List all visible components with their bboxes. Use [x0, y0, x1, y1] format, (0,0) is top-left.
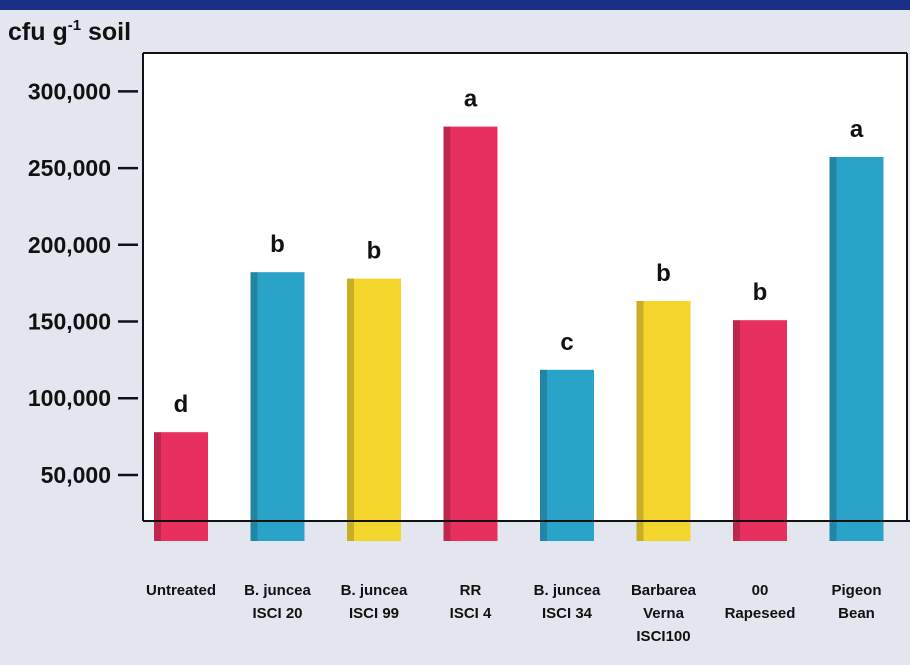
x-label-line: 00 [752, 582, 769, 599]
x-label-line: RR [460, 582, 482, 599]
bar-8 [829, 157, 884, 541]
bar-shade-7 [733, 320, 740, 541]
bar-shade-8 [829, 157, 837, 541]
bar-shade-5 [540, 369, 547, 541]
bar-shade-2 [250, 272, 258, 541]
x-label-line: ISCI100 [636, 628, 690, 645]
y-tick-label-4: 200,000 [28, 232, 111, 258]
x-label-line: ISCI 4 [450, 605, 492, 622]
significance-letter-2: b [270, 231, 285, 258]
x-label-line: ISCI 20 [252, 605, 302, 622]
bar-2 [250, 272, 305, 541]
bar-shade-4 [443, 126, 451, 541]
bar-7 [733, 320, 787, 541]
x-label-6: Barbarea Verna ISCI100 [631, 582, 697, 645]
x-label-line: Bean [838, 605, 875, 622]
x-label-5: B. juncea ISCI 34 [534, 582, 601, 622]
x-label-line: Verna [643, 605, 685, 622]
significance-letter-4: a [464, 86, 478, 113]
bar-3 [347, 278, 401, 541]
y-ticks-group: 50,000 100,000 150,000 200,000 250,000 300,00… [28, 78, 138, 488]
x-label-line: ISCI 99 [349, 605, 399, 622]
top-border [0, 0, 910, 10]
bar-shade-6 [636, 301, 644, 541]
y-tick-label-2: 100,000 [28, 385, 111, 411]
bar-shade-1 [154, 432, 161, 541]
x-label-8: Pigeon Bean [831, 582, 881, 622]
x-label-line: B. juncea [244, 582, 311, 599]
x-labels-group: Untreated B. juncea ISCI 20 B. juncea ISCI 9… [146, 582, 882, 645]
bars-group [154, 126, 884, 541]
x-label-1: Untreated [146, 582, 216, 599]
significance-letter-8: a [850, 116, 864, 143]
significance-letter-5: c [560, 329, 573, 356]
y-axis-label-superscript: -1 [68, 17, 81, 34]
y-tick-label-3: 150,000 [28, 309, 111, 335]
significance-letter-1: d [174, 391, 189, 418]
x-label-line: B. juncea [341, 582, 408, 599]
bar-4 [443, 126, 498, 541]
y-axis-label-main: cfu g [8, 18, 68, 46]
y-axis-label-tail: soil [81, 18, 131, 46]
significance-letter-3: b [367, 238, 382, 265]
x-label-4: RR ISCI 4 [450, 582, 492, 622]
bar-5 [540, 369, 594, 541]
x-label-2: B. juncea ISCI 20 [244, 582, 311, 622]
y-axis-label: cfu g-1 soil [8, 17, 131, 46]
bar-6 [636, 301, 691, 541]
y-tick-label-6: 300,000 [28, 78, 111, 104]
bar-shade-3 [347, 278, 354, 541]
x-label-7: 00 Rapeseed [725, 582, 796, 622]
x-label-3: B. juncea ISCI 99 [341, 582, 408, 622]
x-label-line: Barbarea [631, 582, 697, 599]
y-tick-label-5: 250,000 [28, 155, 111, 181]
x-label-line: Rapeseed [725, 605, 796, 622]
significance-letter-6: b [656, 260, 671, 287]
significance-letter-7: b [753, 279, 768, 306]
y-tick-label-1: 50,000 [41, 462, 111, 488]
significance-letters-group: d b b a c b b a [174, 86, 864, 419]
x-label-line: ISCI 34 [542, 605, 593, 622]
x-label-line: Untreated [146, 582, 216, 599]
x-label-line: B. juncea [534, 582, 601, 599]
x-label-line: Pigeon [831, 582, 881, 599]
bar-1 [154, 432, 208, 541]
